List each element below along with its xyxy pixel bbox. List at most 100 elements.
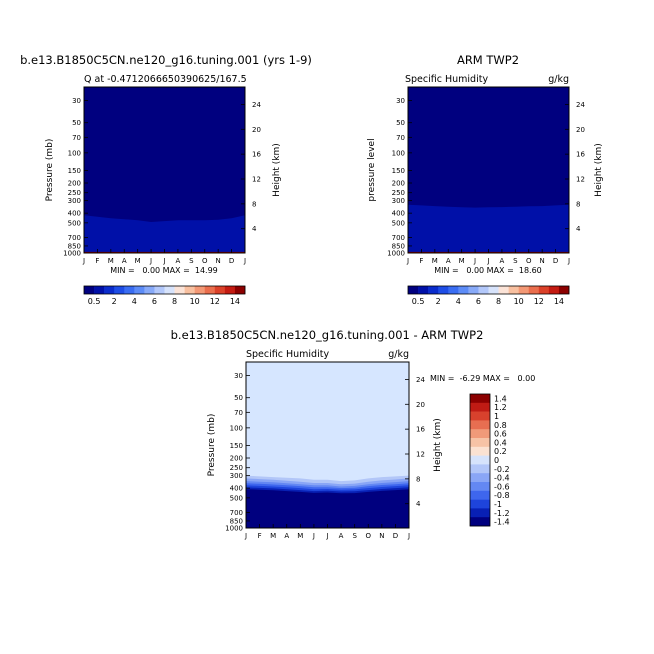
colorbar-label: -1.4 — [494, 518, 510, 527]
colorbar-label: 0.6 — [494, 430, 507, 439]
colorbar-label: 1.4 — [494, 394, 507, 403]
y-right-tick-label: 20 — [252, 126, 261, 134]
colorbar-label: 12 — [210, 297, 220, 306]
colorbar-swatch — [458, 286, 469, 294]
colorbar-swatch — [548, 286, 560, 294]
x-tick-label: N — [540, 257, 545, 265]
x-tick-label: A — [284, 532, 289, 540]
colorbar-swatch — [470, 438, 490, 448]
colorbar-swatch — [528, 286, 540, 294]
x-tick-label: O — [526, 257, 532, 265]
x-tick-label: J — [162, 257, 165, 265]
y-tick-label: 850 — [392, 242, 405, 250]
colorbar-label: 6 — [152, 297, 157, 306]
x-tick-label: A — [176, 257, 181, 265]
y-right-tick-label: 16 — [252, 151, 261, 159]
y-tick-label: 250 — [68, 189, 81, 197]
y-tick-label: 150 — [392, 167, 405, 175]
y-tick-label: 250 — [230, 464, 243, 472]
y-tick-label: 700 — [392, 234, 405, 242]
y-tick-label: 1000 — [225, 525, 243, 533]
y-tick-label: 70 — [72, 134, 81, 142]
panel-obs-subtitle: Specific Humidity — [405, 74, 488, 85]
colorbar-label: 14 — [554, 297, 564, 306]
y-tick-label: 200 — [392, 180, 405, 188]
x-tick-label: M — [297, 532, 303, 540]
panel-diff-ylabel-right: Height (km) — [433, 418, 443, 472]
colorbar-swatch — [428, 286, 439, 294]
colorbar-swatch — [470, 473, 490, 483]
y-tick-label: 1000 — [63, 250, 81, 258]
colorbar-label: -0.6 — [494, 482, 510, 491]
x-tick-label: J — [567, 257, 570, 265]
panel-model-colorbar: 0.5 2 4 6 8 10 12 14 — [83, 285, 246, 306]
panel-model-ylabel-right: Height (km) — [272, 143, 282, 197]
colorbar-swatch — [470, 402, 490, 412]
x-tick-label: M — [459, 257, 465, 265]
panel-obs-stats: MIN = 0.00 MAX = 18.60 — [434, 266, 542, 275]
x-tick-label: O — [202, 257, 208, 265]
y-tick-label: 400 — [68, 210, 81, 218]
panel-diff-title: b.e13.B1850C5CN.ne120_g16.tuning.001 - A… — [171, 328, 484, 342]
colorbar-swatch — [470, 446, 490, 456]
x-tick-label: M — [135, 257, 141, 265]
y-tick-label: 700 — [68, 234, 81, 242]
colorbar-swatch — [558, 286, 570, 294]
panel-obs-units: g/kg — [548, 74, 569, 85]
x-tick-label: J — [486, 257, 489, 265]
colorbar-label: 4 — [132, 297, 137, 306]
y-tick-label: 1000 — [387, 250, 405, 258]
y-right-tick-label: 12 — [252, 176, 261, 184]
y-tick-label: 100 — [230, 424, 243, 432]
y-tick-label: 500 — [230, 494, 243, 502]
x-tick-label: M — [432, 257, 438, 265]
y-right-tick-label: 12 — [576, 176, 585, 184]
panel-obs-colorbar: 0.5 2 4 6 8 10 12 14 — [407, 285, 570, 306]
y-tick-label: 100 — [392, 149, 405, 157]
x-tick-label: F — [258, 532, 262, 540]
x-tick-label: J — [149, 257, 152, 265]
colorbar-swatch — [470, 508, 490, 518]
y-right-tick-label: 24 — [576, 101, 585, 109]
colorbar-swatch — [538, 286, 550, 294]
colorbar-swatch — [470, 420, 490, 430]
x-tick-label: M — [108, 257, 114, 265]
y-right-tick-label: 12 — [416, 451, 425, 459]
panel-model-contours — [84, 87, 245, 253]
panel-diff-units: g/kg — [388, 349, 409, 360]
colorbar-frame — [407, 285, 570, 295]
colorbar-swatch — [214, 286, 226, 294]
colorbar-swatch — [94, 286, 105, 294]
panel-diff-stats: MIN = -6.29 MAX = 0.00 — [430, 374, 535, 383]
colorbar-swatch — [470, 490, 490, 500]
colorbar-label: 2 — [112, 297, 117, 306]
colorbar-label: -0.2 — [494, 465, 510, 474]
y-right-tick-label: 8 — [416, 475, 420, 483]
colorbar-swatch — [194, 286, 206, 294]
panel-obs-title: ARM TWP2 — [457, 53, 519, 67]
contour-level-0p5 — [408, 204, 569, 253]
colorbar-label: -0.4 — [494, 474, 510, 483]
colorbar-label: 1 — [494, 412, 499, 421]
y-right-tick-label: 4 — [576, 225, 581, 233]
y-right-tick-label: 8 — [576, 200, 580, 208]
colorbar-label: 10 — [514, 297, 524, 306]
colorbar-label: 1.2 — [494, 403, 507, 412]
panel-diff-ylabel: Pressure (mb) — [207, 414, 217, 477]
colorbar-label: -1 — [494, 500, 502, 509]
y-tick-label: 100 — [68, 149, 81, 157]
colorbar-label: 8 — [172, 297, 177, 306]
x-tick-label: J — [312, 532, 315, 540]
x-tick-label: J — [407, 532, 410, 540]
colorbar-swatch — [448, 286, 459, 294]
x-tick-label: A — [339, 532, 344, 540]
x-tick-label: F — [419, 257, 423, 265]
panel-model-ylabel: Pressure (mb) — [45, 139, 55, 202]
colorbar-label: 10 — [190, 297, 200, 306]
y-right-tick-label: 16 — [576, 151, 585, 159]
y-tick-label: 200 — [68, 180, 81, 188]
colorbar-swatch — [144, 286, 155, 294]
y-tick-label: 70 — [234, 409, 243, 417]
